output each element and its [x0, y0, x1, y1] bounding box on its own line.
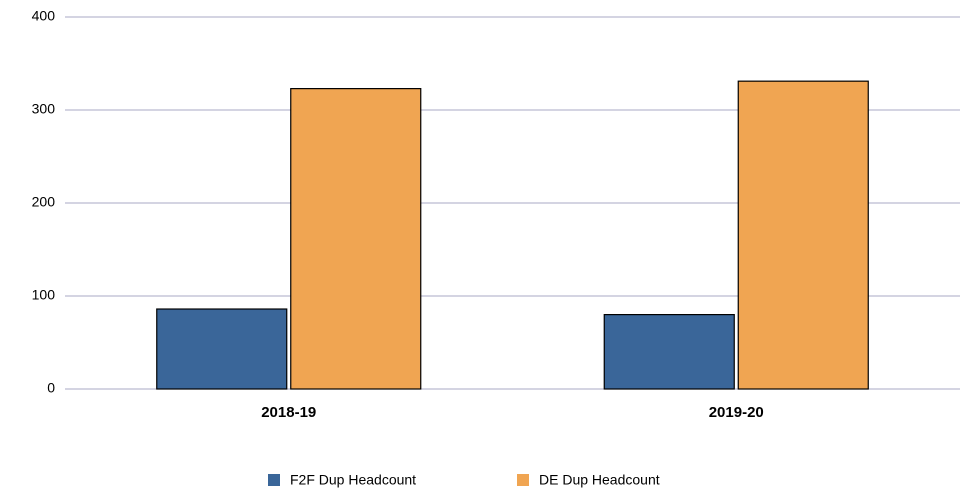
- bar: [290, 88, 422, 390]
- x-tick-label: 2018-19: [261, 404, 316, 421]
- legend-label: DE Dup Headcount: [539, 472, 660, 488]
- y-tick-label: 400: [32, 8, 56, 24]
- y-tick-label: 300: [32, 101, 56, 117]
- x-tick-label: 2019-20: [709, 404, 764, 421]
- bar: [156, 308, 288, 390]
- y-tick-label: 0: [47, 380, 55, 396]
- legend-swatch: [517, 474, 529, 486]
- y-tick-label: 100: [32, 287, 56, 303]
- bar: [603, 314, 735, 390]
- legend-label: F2F Dup Headcount: [290, 472, 416, 488]
- y-tick-label: 200: [32, 194, 56, 210]
- legend-swatch: [268, 474, 280, 486]
- bar: [737, 80, 869, 390]
